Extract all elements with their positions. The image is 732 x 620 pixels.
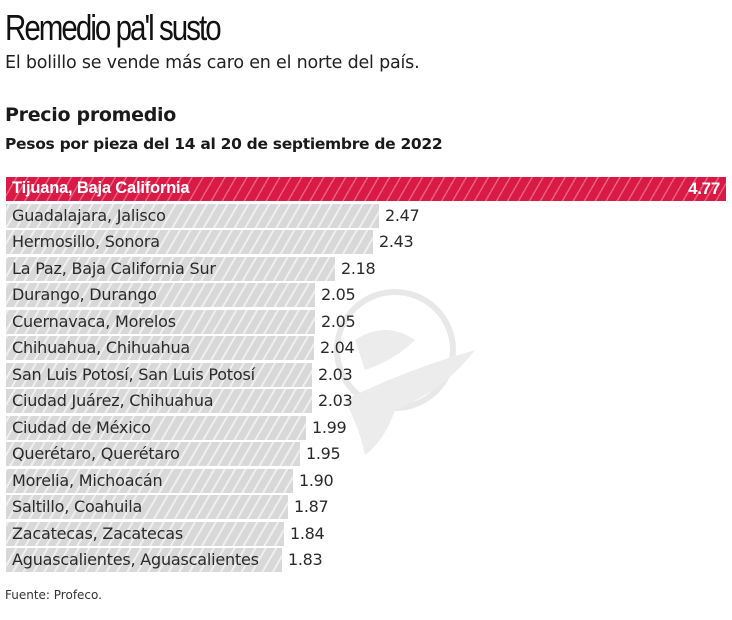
bar <box>6 521 284 546</box>
bar-value: 1.87 <box>294 497 329 516</box>
bar <box>6 362 312 387</box>
bar <box>6 230 373 254</box>
bar-value: 2.03 <box>318 364 353 384</box>
bar-row: Aguascalientes, Aguascalientes 1.83 <box>0 548 732 572</box>
bar-value: 1.83 <box>288 550 323 569</box>
bar-label: Aguascalientes, Aguascalientes <box>12 550 259 569</box>
bar-row: Guadalajara, Jalisco 2.47 <box>0 203 732 228</box>
bar-value: 2.05 <box>321 285 356 304</box>
bar <box>6 415 306 440</box>
bar <box>6 468 293 493</box>
bar-label: San Luis Potosí, San Luis Potosí <box>12 364 255 384</box>
bar <box>6 336 314 360</box>
bar-value: 1.84 <box>290 523 325 543</box>
section-heading: Precio promedio <box>5 104 176 126</box>
bar-row: Morelia, Michoacán 1.90 <box>0 468 732 493</box>
bar-value: 4.77 <box>688 179 720 198</box>
bar <box>6 256 335 281</box>
bar-row: Durango, Durango 2.05 <box>0 283 732 307</box>
bar <box>6 389 312 413</box>
bar-label: Morelia, Michoacán <box>12 470 163 490</box>
bar-label: La Paz, Baja California Sur <box>12 258 216 278</box>
source-note: Fuente: Profeco. <box>5 588 102 602</box>
bar-value: 2.43 <box>379 232 414 251</box>
bar-row: Saltillo, Coahuila 1.87 <box>0 495 732 519</box>
bar-value: 2.18 <box>341 258 376 278</box>
bar-row: Hermosillo, Sonora 2.43 <box>0 230 732 254</box>
bar <box>6 548 282 572</box>
bar-value: 2.05 <box>321 311 356 331</box>
eagle-globe-watermark-icon <box>334 289 475 455</box>
bar-label: Tijuana, Baja California <box>12 179 190 197</box>
section-subheading: Pesos por pieza del 14 al 20 de septiemb… <box>5 135 443 153</box>
bar-label: Guadalajara, Jalisco <box>12 205 166 225</box>
bar-value: 1.90 <box>299 470 334 490</box>
bar-label: Durango, Durango <box>12 285 157 304</box>
bar-row: Querétaro, Querétaro 1.95 <box>0 442 732 466</box>
bar-row: Zacatecas, Zacatecas 1.84 <box>0 521 732 546</box>
bar-row: Chihuahua, Chihuahua 2.04 <box>0 336 732 360</box>
bar-row: Ciudad Juárez, Chihuahua 2.03 <box>0 389 732 413</box>
chart-title: Remedio pa'l susto <box>5 7 222 48</box>
bar-label: Ciudad Juárez, Chihuahua <box>12 391 214 410</box>
bar-label: Hermosillo, Sonora <box>12 232 160 251</box>
bar-row: Ciudad de México 1.99 <box>0 415 732 440</box>
bar-label: Ciudad de México <box>12 417 151 437</box>
bar <box>6 309 315 334</box>
bar <box>6 203 379 228</box>
bar-row: La Paz, Baja California Sur 2.18 <box>0 256 732 281</box>
bar-chart: Tijuana, Baja California 4.77 Guadalajara,… <box>0 177 732 575</box>
bar-value: 2.47 <box>385 205 420 225</box>
bar <box>6 283 315 307</box>
highlighted-bar <box>6 177 726 201</box>
bar-value: 1.95 <box>306 444 341 463</box>
bar-label: Cuernavaca, Morelos <box>12 311 176 331</box>
chart-subtitle: El bolillo se vende más caro en el norte… <box>5 53 420 73</box>
bar-row: Tijuana, Baja California 4.77 <box>0 177 732 201</box>
bar-label: Saltillo, Coahuila <box>12 497 143 516</box>
bar-label: Querétaro, Querétaro <box>12 444 180 463</box>
bar-value: 2.03 <box>318 391 353 410</box>
bar <box>6 495 288 519</box>
bar-label: Zacatecas, Zacatecas <box>12 523 184 543</box>
bar <box>6 442 300 466</box>
bar-row: Cuernavaca, Morelos 2.05 <box>0 309 732 334</box>
bar-value: 2.04 <box>320 338 355 357</box>
bar-row: San Luis Potosí, San Luis Potosí 2.03 <box>0 362 732 387</box>
bar-label: Chihuahua, Chihuahua <box>12 338 191 357</box>
bar-value: 1.99 <box>312 417 347 437</box>
